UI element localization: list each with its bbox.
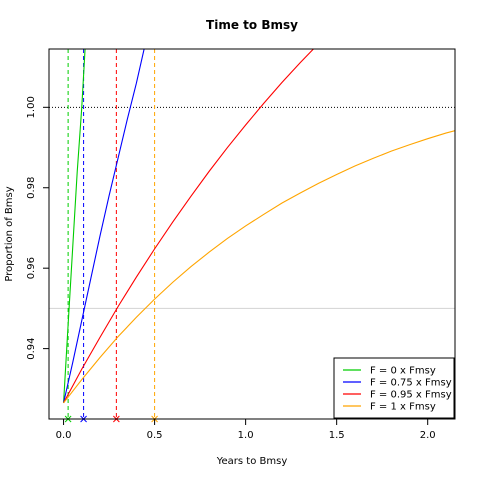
bmsy-time-markers — [64, 49, 158, 423]
y-tick-label: 0.96 — [26, 257, 37, 279]
legend-label-0: F = 0 x Fmsy — [370, 366, 436, 377]
legend-label-2: F = 0.95 x Fmsy — [370, 390, 452, 401]
series-line-1 — [63, 49, 145, 404]
y-axis-label: Proportion of Bmsy — [4, 186, 15, 281]
y-tick-label: 0.94 — [26, 337, 37, 359]
x-tick-label: 2.0 — [420, 430, 436, 441]
series-line-0 — [63, 49, 86, 403]
series-line-3 — [63, 130, 455, 404]
reference-lines — [49, 106, 455, 309]
x-axis-label: Years to Bmsy — [216, 456, 288, 467]
series-lines — [63, 49, 455, 404]
legend-label-3: F = 1 x Fmsy — [370, 402, 436, 413]
y-tick-label: 0.98 — [26, 177, 37, 199]
x-tick-label: 1.0 — [238, 430, 254, 441]
legend-box — [333, 357, 455, 419]
y-tick-label: 1.00 — [26, 96, 37, 118]
chart-title: Time to Bmsy — [206, 18, 298, 32]
x-tick-label: 1.5 — [329, 430, 345, 441]
plot-frame — [48, 48, 456, 420]
x-tick-label: 0.5 — [147, 430, 163, 441]
series-line-2 — [63, 49, 315, 404]
x-tick-label: 0.0 — [56, 430, 72, 441]
legend-label-1: F = 0.75 x Fmsy — [370, 378, 452, 389]
